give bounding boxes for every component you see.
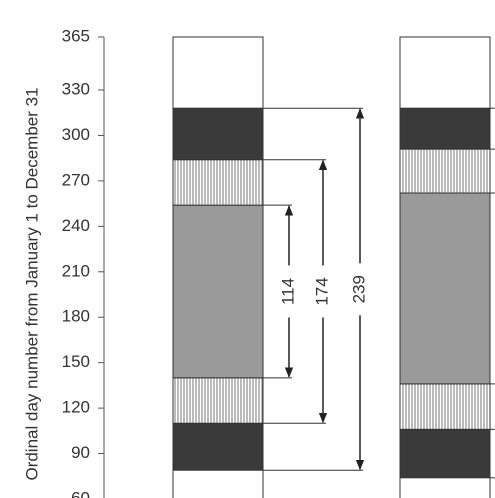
y-tick-label: 330 <box>62 80 90 99</box>
y-tick-label: 270 <box>62 170 90 189</box>
bar-segment <box>399 383 491 430</box>
bar-segment <box>172 422 264 471</box>
y-tick-label: 240 <box>62 216 90 235</box>
y-axis-label: Ordinal day number from January 1 to Dec… <box>22 87 41 480</box>
bar-segment <box>172 204 264 379</box>
y-tick-label: 300 <box>62 125 90 144</box>
span-label: 239 <box>349 275 368 303</box>
y-tick-label: 210 <box>62 261 90 280</box>
bar-segment <box>399 107 491 150</box>
y-tick-label: 150 <box>62 352 90 371</box>
bar-segment <box>399 428 491 479</box>
y-tick-label: 60 <box>71 488 90 498</box>
bar-segment <box>399 192 491 385</box>
y-tick-label: 180 <box>62 307 90 326</box>
bar-segment <box>172 107 264 161</box>
bar-segment <box>172 159 264 206</box>
bar-segment <box>399 148 491 194</box>
span-label: 174 <box>312 277 331 305</box>
bar-segment <box>172 377 264 424</box>
y-tick-label: 120 <box>62 398 90 417</box>
span-label: 114 <box>278 278 297 305</box>
y-tick-label: 365 <box>62 26 90 45</box>
y-tick-label: 90 <box>71 443 90 462</box>
